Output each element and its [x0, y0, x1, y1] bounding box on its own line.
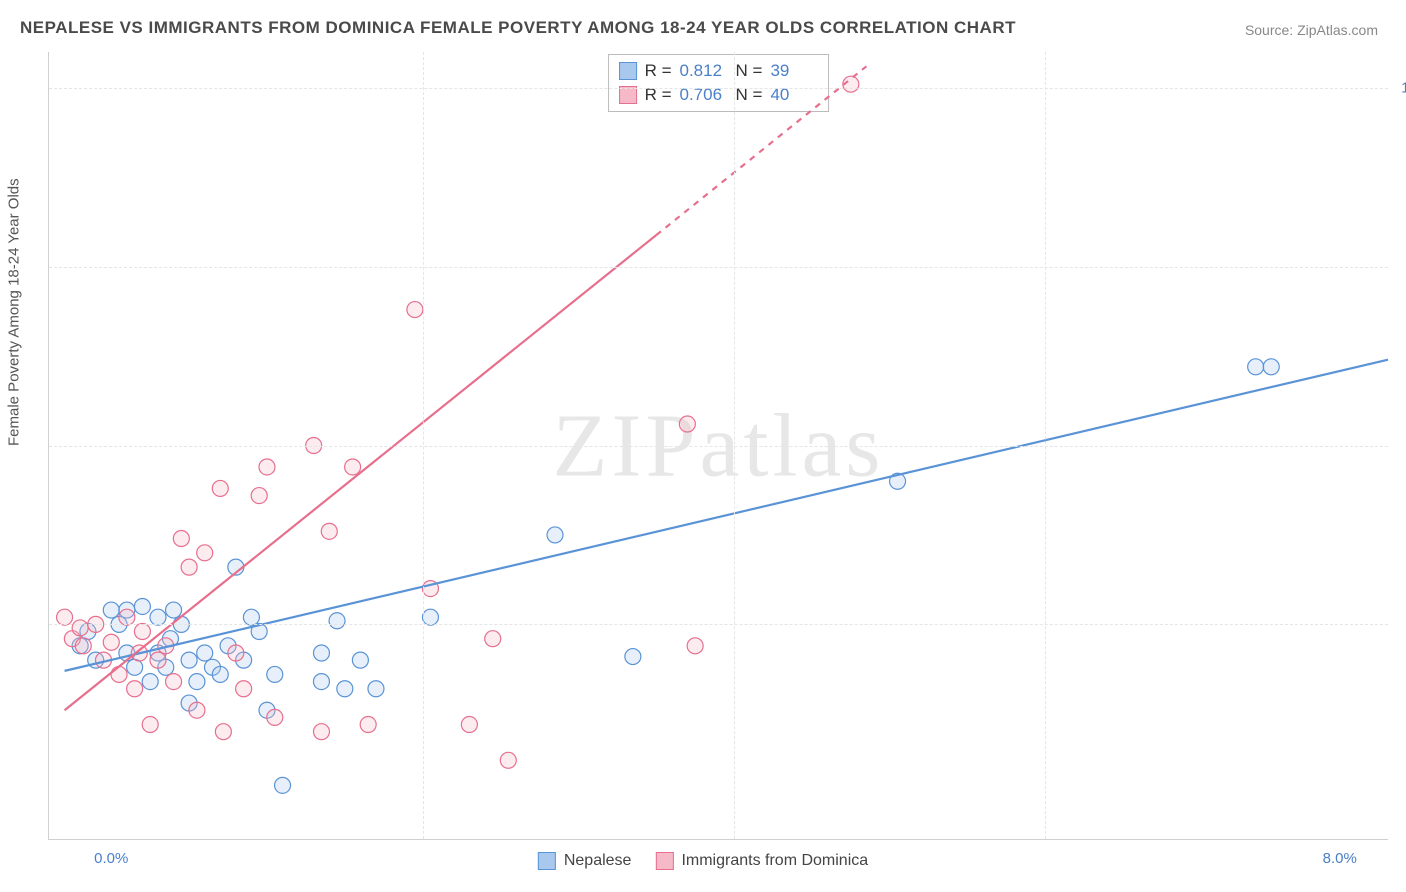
data-point	[368, 681, 384, 697]
data-point	[197, 645, 213, 661]
gridline-vertical	[423, 52, 424, 839]
data-point	[687, 638, 703, 654]
data-point	[313, 674, 329, 690]
legend-swatch	[655, 852, 673, 870]
legend-label: Immigrants from Dominica	[681, 852, 868, 870]
data-point	[57, 609, 73, 625]
data-point	[228, 645, 244, 661]
data-point	[267, 709, 283, 725]
gridline-horizontal	[49, 624, 1388, 625]
data-point	[150, 652, 166, 668]
data-point	[236, 681, 252, 697]
data-point	[72, 620, 88, 636]
y-tick-label: 100.0%	[1401, 79, 1406, 96]
data-point	[360, 717, 376, 733]
data-point	[134, 598, 150, 614]
data-point	[259, 459, 275, 475]
y-axis-label: Female Poverty Among 18-24 Year Olds	[6, 178, 23, 446]
data-point	[313, 645, 329, 661]
legend-swatch	[538, 852, 556, 870]
data-point	[267, 666, 283, 682]
gridline-horizontal	[49, 88, 1388, 89]
data-point	[103, 634, 119, 650]
gridline-vertical	[734, 52, 735, 839]
data-point	[679, 416, 695, 432]
data-point	[212, 666, 228, 682]
data-point	[103, 602, 119, 618]
legend-label: Nepalese	[564, 852, 632, 870]
legend-item: Nepalese	[538, 852, 632, 870]
trend-line-dashed	[656, 66, 866, 235]
data-point	[173, 531, 189, 547]
gridline-vertical	[1045, 52, 1046, 839]
data-point	[142, 717, 158, 733]
data-point	[1263, 359, 1279, 375]
data-point	[243, 609, 259, 625]
data-point	[275, 777, 291, 793]
data-point	[407, 302, 423, 318]
data-point	[189, 702, 205, 718]
data-point	[127, 681, 143, 697]
gridline-horizontal	[49, 446, 1388, 447]
data-point	[166, 674, 182, 690]
data-point	[134, 624, 150, 640]
data-point	[181, 559, 197, 575]
x-tick-label: 8.0%	[1323, 850, 1357, 867]
source-label: Source: ZipAtlas.com	[1245, 22, 1378, 38]
data-point	[212, 480, 228, 496]
series-legend: Nepalese Immigrants from Dominica	[538, 852, 868, 870]
data-point	[215, 724, 231, 740]
trend-line	[65, 235, 657, 710]
legend-item: Immigrants from Dominica	[655, 852, 868, 870]
data-point	[321, 523, 337, 539]
data-point	[352, 652, 368, 668]
x-tick-label: 0.0%	[94, 850, 128, 867]
gridline-horizontal	[49, 267, 1388, 268]
data-point	[329, 613, 345, 629]
data-point	[111, 666, 127, 682]
chart-title: NEPALESE VS IMMIGRANTS FROM DOMINICA FEM…	[20, 18, 1016, 38]
data-point	[500, 752, 516, 768]
data-point	[127, 659, 143, 675]
data-point	[119, 609, 135, 625]
data-point	[461, 717, 477, 733]
data-point	[189, 674, 205, 690]
data-point	[142, 674, 158, 690]
data-point	[485, 631, 501, 647]
chart-plot-area: ZIPatlas R =0.812N =39R =0.706N =40 25.0…	[48, 52, 1388, 840]
data-point	[1248, 359, 1264, 375]
data-point	[313, 724, 329, 740]
data-point	[166, 602, 182, 618]
data-point	[345, 459, 361, 475]
data-point	[75, 638, 91, 654]
data-point	[150, 609, 166, 625]
data-point	[422, 609, 438, 625]
data-point	[197, 545, 213, 561]
data-point	[625, 649, 641, 665]
data-point	[547, 527, 563, 543]
data-point	[181, 652, 197, 668]
data-point	[337, 681, 353, 697]
data-point	[251, 488, 267, 504]
